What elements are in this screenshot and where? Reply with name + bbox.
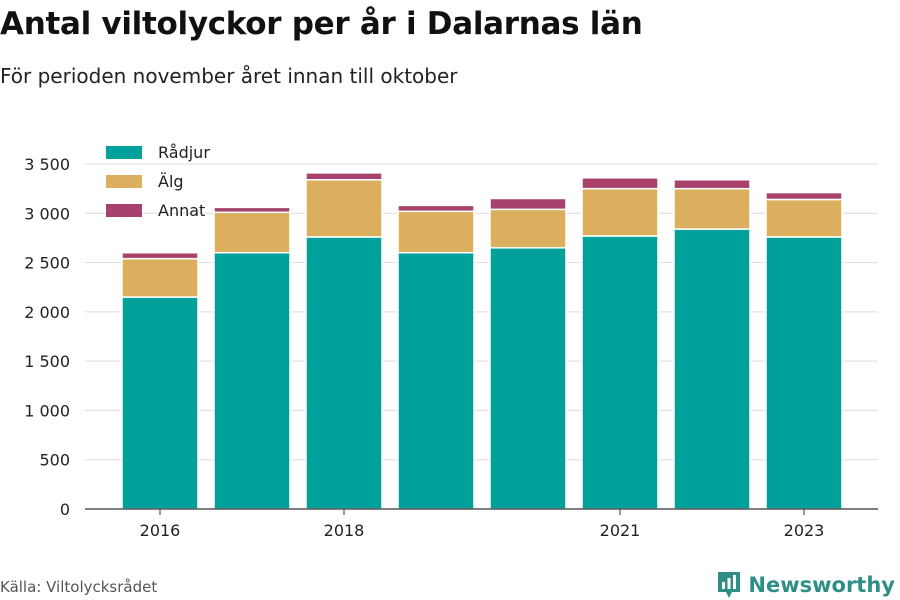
legend-swatch-rådjur <box>106 146 142 159</box>
bar-segment-annat <box>581 177 659 190</box>
x-tick-label: 2023 <box>784 521 825 540</box>
x-tick-label: 2021 <box>600 521 641 540</box>
bar-segment-annat <box>397 204 475 213</box>
bar-segment-annat <box>489 197 567 211</box>
bar-segment-älg <box>213 211 291 254</box>
bar-segment-annat <box>765 191 843 201</box>
y-tick-label: 3 500 <box>24 155 70 174</box>
bar-chart-logo-icon <box>718 572 741 598</box>
y-tick-label: 1 500 <box>24 352 70 371</box>
source-note: Källa: Viltolycksrådet <box>0 578 158 596</box>
bar-segment-rådjur <box>765 236 843 510</box>
y-tick-label: 500 <box>39 451 70 470</box>
chart-subtitle: För perioden november året innan till ok… <box>0 64 458 88</box>
y-tick-label: 3 000 <box>24 204 70 223</box>
bar-segment-älg <box>765 198 843 238</box>
legend-swatch-älg <box>106 175 142 188</box>
bar-segment-älg <box>581 187 659 237</box>
bar-segment-annat <box>213 206 291 214</box>
bar-segment-älg <box>397 210 475 254</box>
brand-name: Newsworthy <box>748 573 895 597</box>
chart-title: Antal viltolyckor per år i Dalarnas län <box>0 6 643 42</box>
brand-logo[interactable]: Newsworthy <box>716 570 895 600</box>
bar-segment-rådjur <box>673 228 751 510</box>
y-tick-label: 1 000 <box>24 401 70 420</box>
bar-segment-rådjur <box>305 236 383 510</box>
bar-segment-rådjur <box>581 235 659 510</box>
legend-label-annat: Annat <box>158 201 205 220</box>
bar-segment-annat <box>121 251 199 260</box>
x-tick-label: 2016 <box>140 521 181 540</box>
bar-segment-rådjur <box>397 251 475 510</box>
legend: Rådjur Älg Annat <box>106 143 210 220</box>
bar-segment-annat <box>673 179 751 190</box>
bar-segment-rådjur <box>121 296 199 510</box>
bar-segment-rådjur <box>213 251 291 510</box>
y-tick-label: 2 500 <box>24 254 70 273</box>
bars <box>121 172 843 510</box>
y-tick-label: 0 <box>60 500 70 519</box>
bar-segment-rådjur <box>489 247 567 510</box>
legend-label-rådjur: Rådjur <box>158 143 210 162</box>
bar-segment-älg <box>305 179 383 238</box>
legend-label-älg: Älg <box>158 172 184 191</box>
legend-swatch-annat <box>106 204 142 217</box>
bar-segment-älg <box>673 187 751 230</box>
axes: 0 500 1 000 1 500 2 000 2 500 3 000 3 500 2016 20… <box>24 155 878 540</box>
y-tick-label: 2 000 <box>24 303 70 322</box>
bar-segment-älg <box>121 257 199 298</box>
bar-segment-annat <box>305 172 383 181</box>
x-tick-label: 2018 <box>324 521 365 540</box>
bar-segment-älg <box>489 208 567 249</box>
